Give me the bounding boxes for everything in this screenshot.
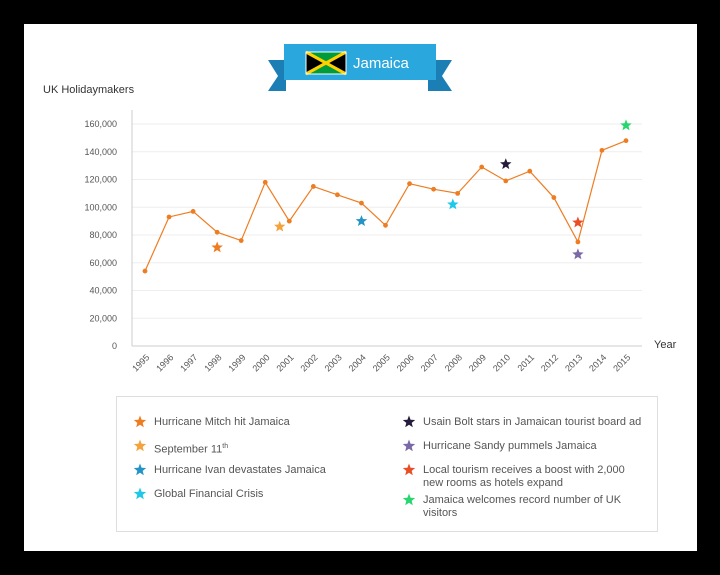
event-star-rooms (572, 216, 584, 228)
legend-item-sandy: Hurricane Sandy pummels Jamaica (402, 439, 643, 453)
x-tick-label: 2010 (491, 352, 512, 373)
y-tick-label: 140,000 (84, 147, 117, 157)
x-tick-label: 2005 (371, 352, 392, 373)
legend-label: Hurricane Ivan devastates Jamaica (154, 464, 326, 476)
star-icon (133, 463, 147, 476)
x-tick-labels: 1995 1996 1997 1998 1999 2000 2001 2002 2003 2004… (130, 352, 632, 373)
x-tick-label: 2007 (419, 352, 440, 373)
x-tick-label: 1996 (154, 352, 175, 373)
y-tick-label: 120,000 (84, 175, 117, 185)
x-tick-label: 2012 (539, 352, 560, 373)
legend-label: Global Financial Crisis (154, 488, 264, 500)
event-star-mitch (211, 241, 223, 253)
data-point (551, 195, 557, 200)
data-point (503, 178, 509, 184)
legend: Hurricane Mitch hit Jamaica September 11… (116, 396, 658, 532)
legend-item-bolt: Usain Bolt stars in Jamaican tourist boa… (402, 415, 663, 429)
x-tick-label: 2013 (563, 352, 584, 373)
event-star-ivan (355, 215, 368, 226)
x-tick-label: 2009 (467, 352, 488, 373)
x-tick-label: 2008 (443, 352, 464, 373)
event-star-record (620, 119, 632, 131)
star-icon (133, 487, 147, 500)
star-icon (402, 463, 416, 476)
x-tick-label: 2006 (395, 352, 416, 373)
legend-item-mitch: Hurricane Mitch hit Jamaica (133, 415, 374, 429)
data-point (262, 179, 268, 185)
star-icon (402, 493, 416, 506)
x-tick-label: 1999 (226, 352, 247, 373)
x-tick-label: 2003 (323, 352, 344, 373)
legend-label: Local tourism receives a boost with 2,00… (423, 464, 625, 489)
legend-item-crisis: Global Financial Crisis (133, 487, 374, 501)
legend-label: Hurricane Mitch hit Jamaica (154, 416, 290, 428)
legend-item-ivan: Hurricane Ivan devastates Jamaica (133, 463, 374, 477)
data-point (335, 192, 340, 198)
x-tick-label: 2015 (611, 352, 632, 373)
data-point (383, 222, 388, 228)
data-point (214, 229, 220, 235)
data-point (190, 209, 196, 214)
data-point (599, 147, 605, 153)
data-point (575, 239, 581, 245)
y-tick-label: 40,000 (89, 286, 117, 296)
y-axis-title: UK Holidaymakers (43, 84, 135, 96)
data-point (527, 168, 533, 174)
data-point (310, 184, 316, 189)
x-tick-label: 2014 (587, 352, 608, 373)
data-point (166, 214, 172, 220)
data-point (286, 218, 292, 224)
y-tick-label: 80,000 (89, 230, 117, 240)
event-star-sandy (572, 248, 584, 260)
x-tick-label: 2001 (274, 352, 295, 373)
series-line (144, 140, 627, 272)
star-icon (133, 415, 147, 428)
x-tick-label: 2011 (515, 352, 536, 373)
data-series (142, 138, 629, 274)
event-star-bolt (500, 158, 512, 170)
legend-label: Jamaica welcomes record number of UK vis… (423, 494, 622, 519)
event-markers (211, 119, 632, 260)
x-tick-label: 2004 (347, 352, 368, 373)
legend-label: Hurricane Sandy pummels Jamaica (423, 440, 597, 452)
y-tick-label: 100,000 (84, 202, 117, 212)
y-tick-label: 160,000 (84, 119, 117, 129)
x-tick-label: 1998 (202, 352, 223, 373)
data-point (479, 164, 485, 170)
star-icon (402, 415, 416, 428)
data-point (142, 268, 148, 274)
star-icon (133, 439, 147, 452)
y-tick-label: 60,000 (89, 258, 117, 268)
event-star-sept11 (274, 220, 286, 232)
x-tick-label: 2002 (299, 352, 320, 373)
legend-item-sept11: September 11th (133, 439, 374, 457)
data-point (407, 181, 412, 187)
legend-label: September 11th (154, 443, 229, 456)
y-tick-label: 0 (112, 341, 117, 351)
legend-label: Usain Bolt stars in Jamaican tourist boa… (423, 416, 642, 428)
data-point (238, 238, 244, 243)
data-point (455, 190, 461, 196)
x-tick-label: 1997 (178, 352, 199, 373)
data-point (623, 138, 629, 144)
data-point (431, 186, 436, 192)
line-chart: UK Holidaymakers Year 0 20,000 40,000 60,00… (43, 84, 677, 374)
data-point (359, 200, 364, 206)
legend-item-record: Jamaica welcomes record number of UK vis… (402, 493, 623, 520)
y-tick-label: 20,000 (89, 313, 117, 323)
x-tick-label: 1995 (130, 352, 151, 373)
y-tick-labels: 0 20,000 40,000 60,000 80,000 100,000 120,000 1… (84, 119, 117, 351)
star-icon (402, 439, 416, 452)
legend-item-rooms: Local tourism receives a boost with 2,00… (402, 463, 643, 490)
grid-lines (132, 123, 642, 319)
event-star-crisis (447, 198, 459, 210)
x-axis-title: Year (654, 339, 677, 351)
x-tick-label: 2000 (250, 352, 271, 373)
